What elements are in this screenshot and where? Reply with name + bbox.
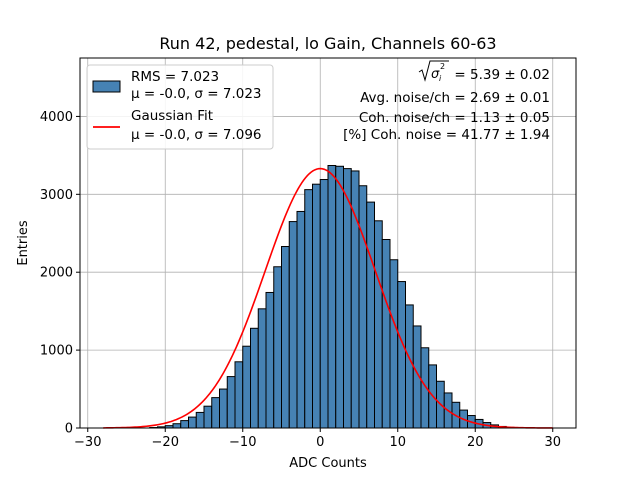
sqrt-sign	[418, 60, 449, 82]
histogram-bar	[405, 304, 414, 429]
histogram-bar	[389, 259, 399, 429]
sigma-total-value: = 5.39 ± 0.02	[454, 67, 550, 83]
histogram-bar	[327, 164, 337, 429]
y-axis-label: Entries	[16, 220, 31, 266]
histogram-bar	[257, 308, 267, 429]
legend-histogram-swatch	[92, 80, 121, 93]
histogram-bar	[381, 238, 391, 429]
x-tick-label: −30	[74, 435, 101, 450]
x-tick-label: −20	[152, 435, 179, 450]
histogram-bar	[358, 185, 368, 429]
x-tick-label: 10	[389, 435, 406, 450]
y-tick-label: 2000	[40, 266, 73, 281]
histogram-bar	[319, 179, 329, 429]
gaussian-fit-curve	[103, 167, 553, 429]
legend-histogram-sublabel: μ = -0.0, σ = 7.023	[131, 86, 262, 102]
histogram-bar	[203, 405, 213, 429]
histogram-bar	[211, 397, 220, 429]
histogram-bar	[312, 183, 321, 429]
plot-frame	[79, 57, 577, 429]
legend: RMS = 7.023 μ = -0.0, σ = 7.023 Gaussian…	[86, 64, 274, 150]
stats-annotations: σ i 2 = 5.39 ± 0.02 Avg. noise/ch = 2.69…	[343, 60, 550, 143]
coh-noise-text: Coh. noise/ch = 1.13 ± 0.05	[359, 110, 550, 126]
histogram-bar	[180, 420, 189, 429]
x-tick-label: 30	[544, 435, 561, 450]
histogram-bar	[281, 246, 290, 429]
x-tick-label: −10	[229, 435, 256, 450]
histogram-bar	[420, 347, 430, 429]
histogram-bar	[335, 165, 344, 429]
avg-noise-text: Avg. noise/ch = 2.69 ± 0.01	[360, 90, 550, 106]
legend-fit-sublabel: μ = -0.0, σ = 7.096	[131, 127, 262, 143]
histogram-bar	[397, 281, 406, 429]
histogram-bar	[226, 376, 236, 429]
legend-fit-label: Gaussian Fit	[131, 108, 213, 124]
histogram-bar	[304, 189, 313, 429]
y-tick-label: 0	[65, 422, 73, 437]
histogram-bar	[296, 210, 306, 429]
y-tick-label: 3000	[40, 188, 73, 203]
x-tick-label: 20	[467, 435, 484, 450]
histogram-bar	[172, 423, 182, 429]
histogram-bar	[188, 416, 197, 429]
sigma-subscript: i	[439, 74, 442, 83]
histogram-bar	[374, 220, 383, 429]
histogram-bar	[343, 168, 352, 429]
histogram-bar	[265, 291, 275, 429]
legend-box	[86, 64, 274, 150]
x-axis-ticks: −30 −20 −10 0 10 20 30	[74, 428, 561, 450]
y-tick-label: 1000	[40, 344, 73, 359]
legend-histogram-label: RMS = 7.023	[131, 69, 219, 85]
pct-coh-noise-text: [%] Coh. noise = 41.77 ± 1.94	[343, 127, 550, 143]
x-axis-label: ADC Counts	[289, 456, 367, 471]
histogram-bar	[242, 345, 251, 429]
y-tick-label: 4000	[40, 110, 73, 125]
chart-title: Run 42, pedestal, lo Gain, Channels 60-6…	[159, 34, 496, 53]
sigma-symbol: σ	[431, 67, 440, 82]
histogram-bar	[195, 411, 205, 429]
histogram-bar	[219, 388, 228, 429]
histogram-bar	[273, 266, 282, 429]
histogram-bar	[288, 221, 298, 429]
histogram-bar	[250, 327, 259, 429]
sigma-superscript: 2	[440, 62, 445, 71]
sqrt-sigma-symbol: σ i 2	[418, 60, 449, 83]
y-axis-ticks: 0 1000 2000 3000 4000	[40, 110, 80, 437]
histogram-bar	[234, 361, 244, 429]
x-tick-label: 0	[316, 435, 324, 450]
histogram-bar	[366, 201, 375, 429]
